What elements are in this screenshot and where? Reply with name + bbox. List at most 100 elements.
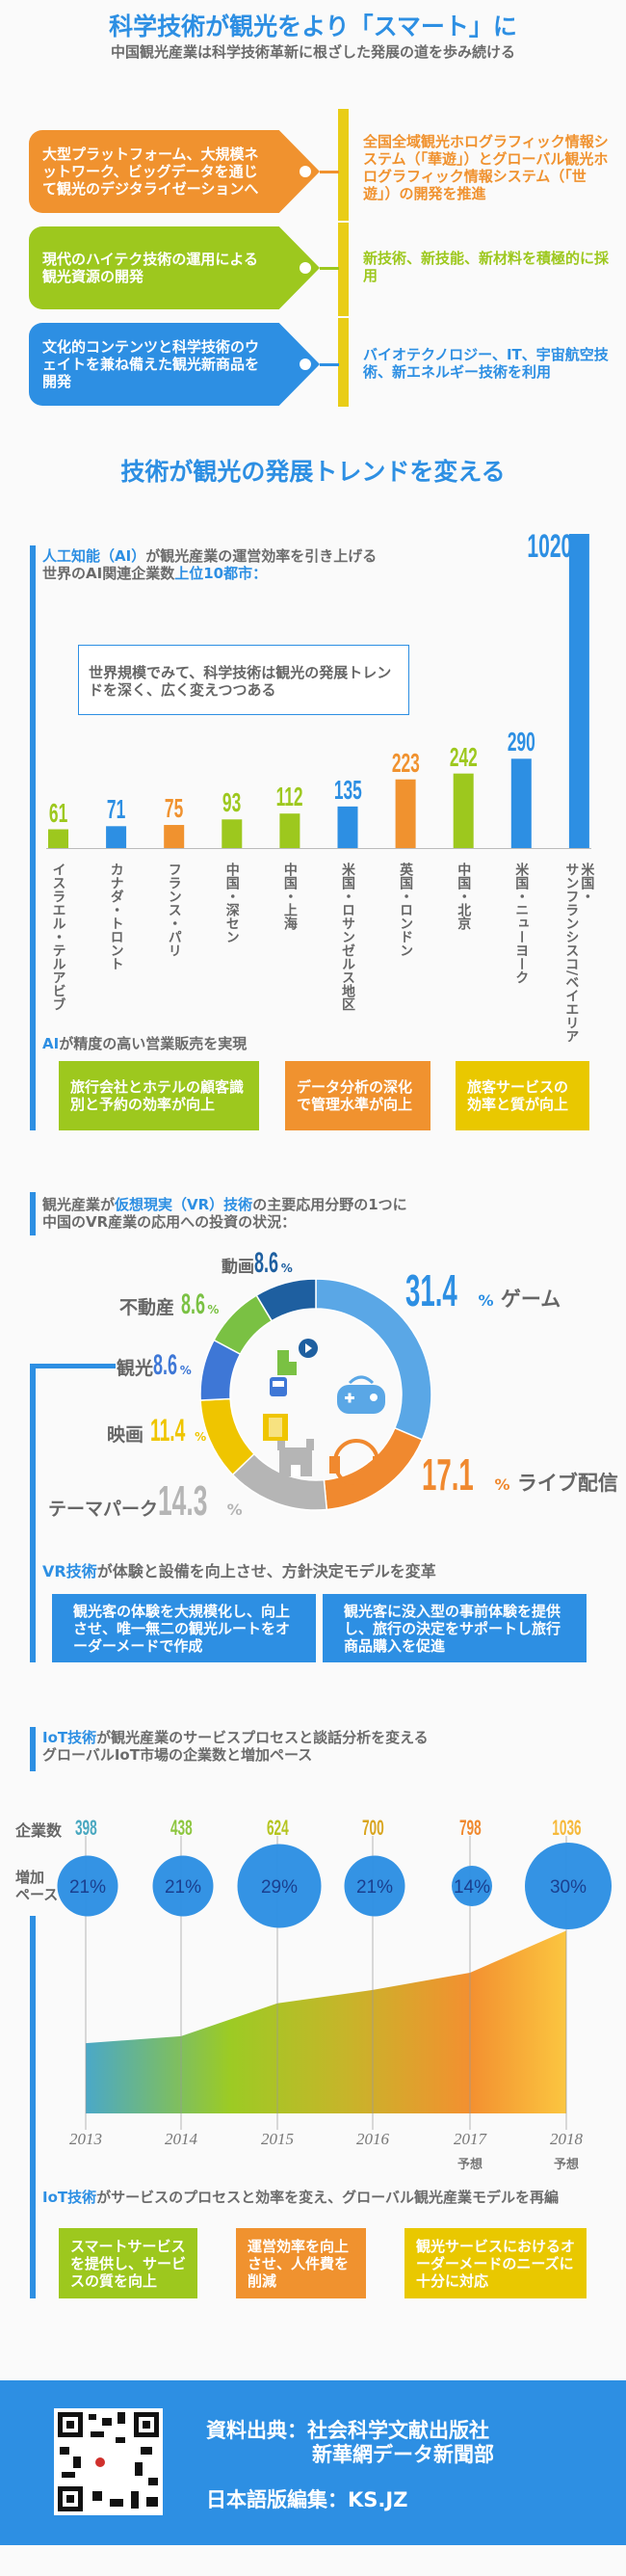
bar-value-label: 112 [256,783,324,810]
vr-box: 観光客に没入型の事前体験を提供し、旅行の決定をサポートし旅行商品購入を促進 [323,1594,587,1662]
dot-icon [300,359,311,370]
source-line-2: 新華網データ新聞部 [312,2443,494,2466]
label-themepark: テーマパーク14.3% [48,1477,243,1525]
growth-bubble [525,1843,612,1929]
section-bar [30,1192,36,1235]
bar-value-label: 75 [141,793,208,824]
category-label: 米国・ニューヨーク [513,863,530,984]
category-label: 英国・ロンドン [398,863,414,957]
bar-value: 1020 [527,528,573,565]
gamepad-icon [337,1375,385,1414]
iot-subheading: IoT技術がサービスのプロセスと効率を変え、グローバル観光産業モデルを再編 [42,2189,559,2206]
pillar-detail: 全国全域観光ホログラフィック情報システム（「華遊」）とグローバル観光ホログラフィ… [363,133,609,202]
bar-value: 135 [333,774,362,805]
label-live: 17.1% ライブ配信 [422,1449,618,1500]
bar [510,758,532,848]
growth-label: 21% [165,1877,201,1898]
pillar-tag-platform: 大型プラットフォーム、大規模ネットワーク、ビッグデータを通じて観光のデジタライゼ… [29,130,320,213]
category-label: 中国・深セン [223,863,240,943]
company-count: 1036 [537,1816,595,1841]
pillar-tag-culture: 文化的コンテンツと科学技術のウェイトを兼ね備えた観光新商品を開発 [29,323,320,406]
year-label: 2014 [165,2130,197,2148]
year-label: 2015 [261,2130,294,2148]
row-label-companies: 企業数 [15,1821,63,1840]
section-bar [30,1727,36,1771]
yellow-divider [338,223,349,316]
yellow-divider [338,318,349,407]
bracket-line [30,1364,116,1368]
forecast-label: 予想 [456,2158,483,2172]
bar-value-label: 223 [372,749,439,776]
company-count: 700 [344,1816,402,1841]
row-label-growth: 増加 ペース [15,1869,59,1903]
bar-value-label: 61 [25,799,92,826]
editor-credit: 日本語版編集：KS.JZ [206,2488,408,2511]
bar-value: 290 [507,727,535,757]
donut-slice [255,1278,317,1322]
company-count-value: 624 [266,1816,289,1840]
pillar-tag-text: 現代のハイテク技術の運用による観光資源の開発 [42,251,258,285]
footer: 資料出典：社会科学文献出版社 新華網データ新聞部 日本語版編集：KS.JZ [0,2380,626,2545]
bar [395,779,416,848]
pillar-tag-text: 大型プラットフォーム、大規模ネットワーク、ビッグデータを通じて観光のデジタライゼ… [42,146,259,198]
label-movie: 映画 11.4% [107,1413,207,1447]
vr-subheading: VR技術が体験と設備を向上させ、方針決定モデルを変革 [42,1562,436,1580]
iot-box: 運営効率を向上させ、人件費を削減 [236,2228,366,2298]
growth-bubble [152,1855,214,1917]
growth-bubble [344,1855,405,1917]
ai-box: 旅行会社とホテルの顧客識別と予約の効率が向上 [59,1061,259,1130]
note-box: 世界規模でみて、科学技術は観光の発展トレンドを深く、広く変えつつある [78,645,409,715]
connector-line [320,363,339,366]
category-label: 中国・上海 [281,863,298,930]
bar-value: 75 [165,793,184,824]
category-label: 米国・ロサンゼルス地区 [340,863,355,1011]
bar [568,534,589,848]
ai-subheading: AIが精度の高い営業販売を実現 [42,1035,248,1052]
label-sightseeing: 観光8.6% [117,1349,192,1381]
page-title: 科学技術が観光をより「スマート」に [109,13,517,40]
growth-bubble [237,1844,322,1928]
label-video: 動画8.6% [222,1247,293,1279]
vr-title: 観光産業が仮想現実（VR）技術の主要応用分野の1つに 中国のVR産業の応用への投資… [42,1196,407,1231]
category-label: イスラエル・テルアビブ [50,863,66,1011]
year-label: 2016 [356,2130,389,2148]
film-icon [263,1414,288,1441]
growth-bubble [452,1866,492,1906]
label-realestate: 不動産 8.6% [119,1288,220,1320]
qr-code-icon[interactable] [54,2408,163,2515]
dot-icon [300,262,311,274]
bar-value-label: 135 [314,774,381,805]
company-count: 798 [441,1816,499,1841]
bar [222,819,243,848]
source-line: 資料出典：社会科学文献出版社 [206,2419,489,2442]
company-count-value: 798 [458,1816,482,1840]
company-count: 398 [57,1816,115,1841]
growth-label: 14% [454,1877,490,1898]
bar [48,829,68,848]
category-label: 米国・ サンフランシスコ/ベイエリア [563,863,595,1044]
section-bar [30,1364,36,1662]
growth-label: 21% [69,1877,106,1898]
vr-donut-chart [199,1278,432,1511]
bar [106,826,127,848]
vr-box: 観光客の体験を大規模化し、向上させ、唯一無二の観光ルートをオーダーメードで作成 [52,1594,316,1662]
area-series [86,1930,566,2113]
ai-box: データ分析の深化で管理水準が向上 [285,1061,430,1130]
bar [453,773,474,848]
bar-value: 71 [106,794,126,825]
iot-area-chart: 21% 21% 29% 21% 14% 30% [57,1836,612,2130]
connector-line [320,171,339,173]
section-bar [30,1916,36,2298]
year-label: 2018 [550,2130,583,2148]
forecast-label: 予想 [553,2158,579,2172]
pillar-tag-text: 文化的コンテンツと科学技術のウェイトを兼ね備えた観光新商品を開発 [42,338,260,390]
building-icon [277,1350,297,1375]
ai-chart-title: 人工知能（AI）が観光産業の運営効率を引き上げる 世界のAI関連企業数上位10都市… [42,547,378,582]
bar [279,813,300,848]
bar-value-label: 71 [83,794,150,825]
bar-value-label: 93 [198,789,266,816]
bar-value-label: 290 [487,727,555,757]
bar-value-label: 1020 [513,528,581,565]
company-count-value: 1036 [551,1816,582,1840]
dot-icon [300,166,311,177]
